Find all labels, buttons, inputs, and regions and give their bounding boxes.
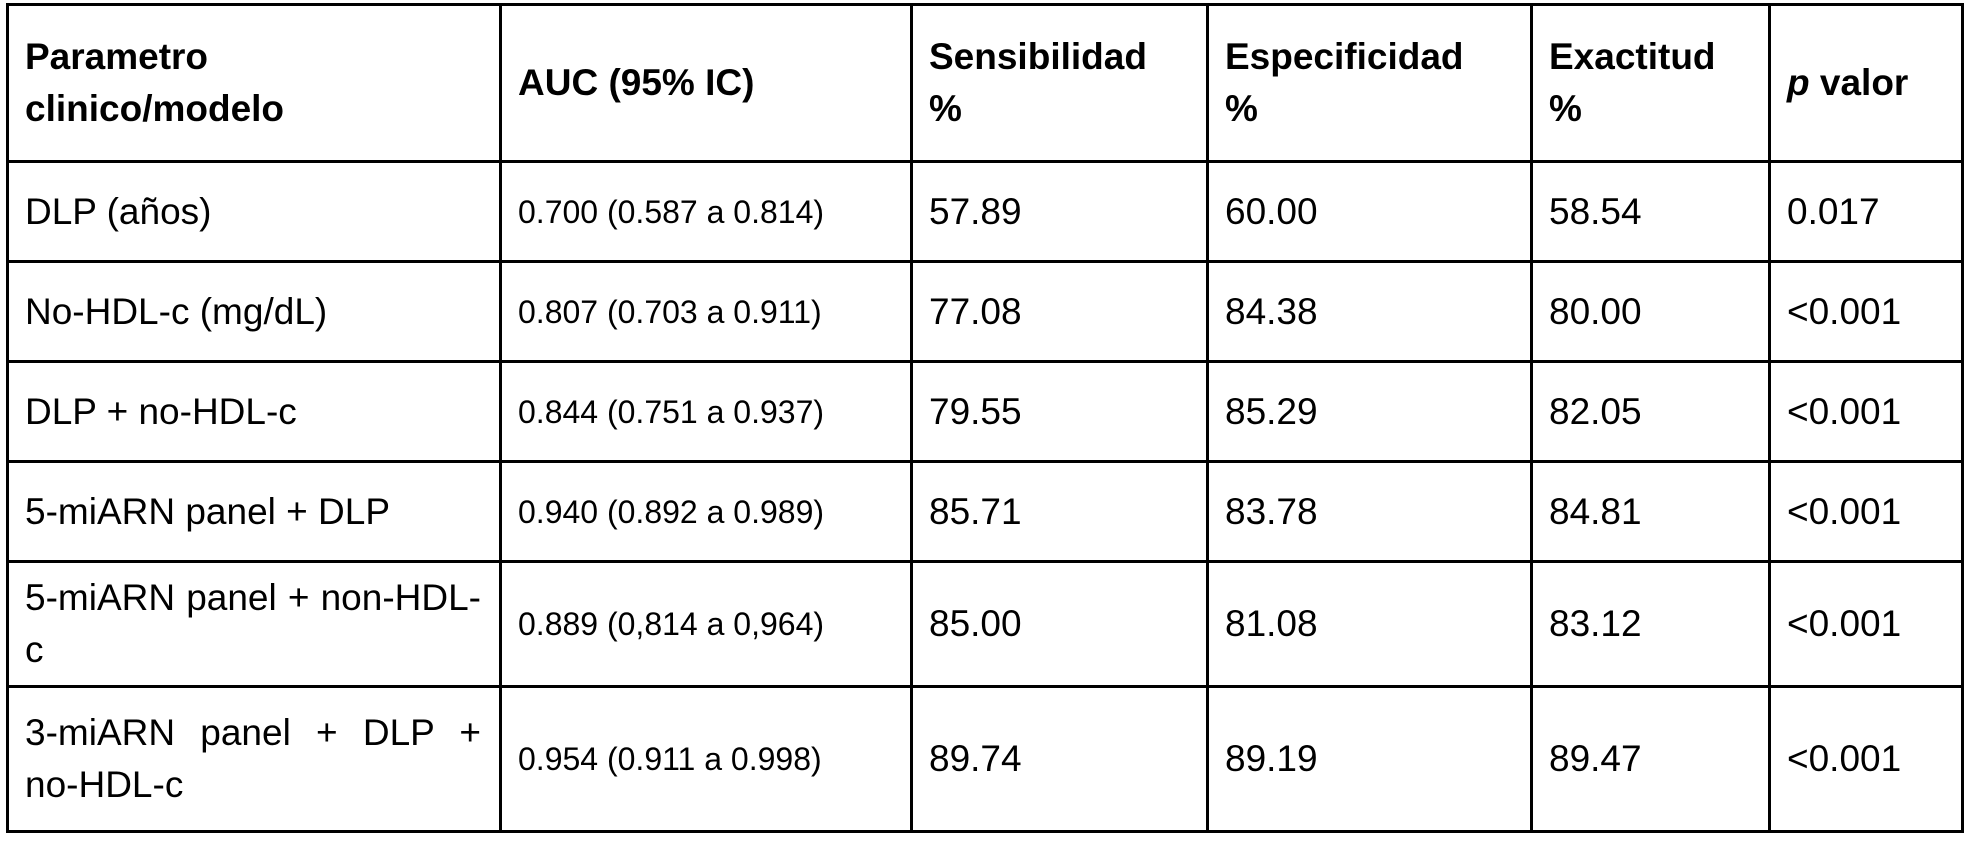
header-spec-line2: % xyxy=(1225,83,1530,135)
cell-spec: 85.29 xyxy=(1208,362,1532,462)
table-row: 5-miARN panel + non-HDL-c 0.889 (0,814 a… xyxy=(8,562,1963,687)
cell-param: DLP (años) xyxy=(8,162,501,262)
cell-spec: 60.00 xyxy=(1208,162,1532,262)
header-spec: Especificidad % xyxy=(1208,5,1532,162)
cell-spec: 83.78 xyxy=(1208,462,1532,562)
header-param-line2: clinico/modelo xyxy=(25,83,499,135)
header-param-line1: Parametro xyxy=(25,31,499,83)
cell-sens: 77.08 xyxy=(912,262,1208,362)
header-spec-line1: Especificidad xyxy=(1225,31,1530,83)
cell-spec: 81.08 xyxy=(1208,562,1532,687)
header-sens-line1: Sensibilidad xyxy=(929,31,1206,83)
cell-sens: 85.71 xyxy=(912,462,1208,562)
table-row: No-HDL-c (mg/dL) 0.807 (0.703 a 0.911) 7… xyxy=(8,262,1963,362)
cell-p: <0.001 xyxy=(1770,562,1963,687)
cell-spec: 84.38 xyxy=(1208,262,1532,362)
cell-acc: 83.12 xyxy=(1532,562,1770,687)
cell-p: <0.001 xyxy=(1770,687,1963,832)
cell-acc: 82.05 xyxy=(1532,362,1770,462)
header-acc-line1: Exactitud xyxy=(1549,31,1768,83)
table-row: DLP (años) 0.700 (0.587 a 0.814) 57.89 6… xyxy=(8,162,1963,262)
cell-sens: 79.55 xyxy=(912,362,1208,462)
header-sens: Sensibilidad % xyxy=(912,5,1208,162)
table-row: 3-miARN panel + DLP + no-HDL-c 0.954 (0.… xyxy=(8,687,1963,832)
cell-param: 3-miARN panel + DLP + no-HDL-c xyxy=(8,687,501,832)
header-row: Parametro clinico/modelo AUC (95% IC) Se… xyxy=(8,5,1963,162)
cell-spec: 89.19 xyxy=(1208,687,1532,832)
cell-auc: 0.889 (0,814 a 0,964) xyxy=(501,562,912,687)
header-acc-line2: % xyxy=(1549,83,1768,135)
cell-p: <0.001 xyxy=(1770,462,1963,562)
results-table: Parametro clinico/modelo AUC (95% IC) Se… xyxy=(6,3,1964,833)
table-row: 5-miARN panel + DLP 0.940 (0.892 a 0.989… xyxy=(8,462,1963,562)
cell-param: No-HDL-c (mg/dL) xyxy=(8,262,501,362)
cell-p: <0.001 xyxy=(1770,262,1963,362)
header-acc: Exactitud % xyxy=(1532,5,1770,162)
cell-acc: 84.81 xyxy=(1532,462,1770,562)
cell-auc: 0.940 (0.892 a 0.989) xyxy=(501,462,912,562)
cell-param-text: 3-miARN panel + DLP + no-HDL-c xyxy=(25,707,499,811)
cell-sens: 85.00 xyxy=(912,562,1208,687)
cell-auc: 0.807 (0.703 a 0.911) xyxy=(501,262,912,362)
header-param: Parametro clinico/modelo xyxy=(8,5,501,162)
header-auc: AUC (95% IC) xyxy=(501,5,912,162)
cell-auc: 0.844 (0.751 a 0.937) xyxy=(501,362,912,462)
header-p-italic: p xyxy=(1787,62,1810,103)
cell-auc: 0.700 (0.587 a 0.814) xyxy=(501,162,912,262)
cell-param: 5-miARN panel + non-HDL-c xyxy=(8,562,501,687)
cell-p: <0.001 xyxy=(1770,362,1963,462)
header-sens-line2: % xyxy=(929,83,1206,135)
cell-auc: 0.954 (0.911 a 0.998) xyxy=(501,687,912,832)
header-p-rest: valor xyxy=(1810,62,1909,103)
cell-param: 5-miARN panel + DLP xyxy=(8,462,501,562)
cell-sens: 89.74 xyxy=(912,687,1208,832)
cell-sens: 57.89 xyxy=(912,162,1208,262)
cell-acc: 80.00 xyxy=(1532,262,1770,362)
cell-p: 0.017 xyxy=(1770,162,1963,262)
header-p-value: p valor xyxy=(1770,5,1963,162)
cell-param: DLP + no-HDL-c xyxy=(8,362,501,462)
cell-param-text: 5-miARN panel + non-HDL-c xyxy=(25,572,499,676)
cell-acc: 89.47 xyxy=(1532,687,1770,832)
cell-acc: 58.54 xyxy=(1532,162,1770,262)
table-row: DLP + no-HDL-c 0.844 (0.751 a 0.937) 79.… xyxy=(8,362,1963,462)
